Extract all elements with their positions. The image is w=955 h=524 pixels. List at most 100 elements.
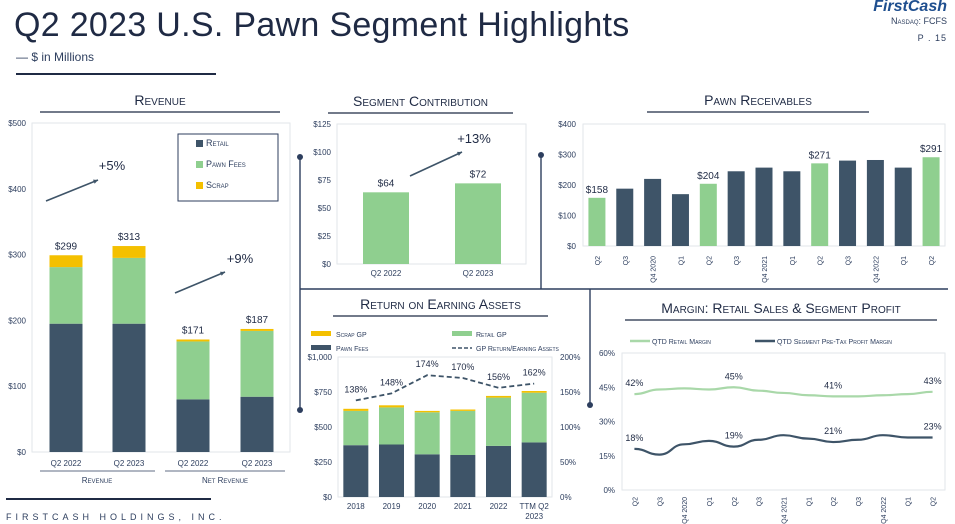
receivables-y-tick: $300 xyxy=(558,151,576,160)
margin-x-tick: Q3 xyxy=(856,497,863,506)
receivables-y-tick: $0 xyxy=(567,242,576,251)
net-revenue-growth-annotation: +9% xyxy=(227,251,254,266)
receivables-bar xyxy=(616,188,634,246)
receivables-bar xyxy=(727,171,745,246)
segment-title: Segment Contribution xyxy=(353,93,488,109)
receivables-x-tick: Q4 2021 xyxy=(762,256,769,283)
roea-y-tick: $750 xyxy=(314,388,332,397)
receivables-x-tick: Q3 xyxy=(846,256,853,265)
roea-legend-label: GP Return/Earning Assets xyxy=(476,346,560,353)
revenue-growth-arrow xyxy=(45,179,99,202)
revenue-y-tick: $0 xyxy=(17,448,26,457)
receivables-bar xyxy=(839,160,857,246)
receivables-bar xyxy=(783,171,801,246)
margin-point-label: 42% xyxy=(625,378,643,388)
receivables-bar-label: $204 xyxy=(697,171,720,182)
net-revenue-growth-arrow xyxy=(174,271,226,294)
roea-return-label: 162% xyxy=(523,368,546,378)
receivables-x-tick: Q2 xyxy=(595,256,602,265)
revenue-x-tick: Q2 2022 xyxy=(51,459,82,468)
roea-y2-tick: 150% xyxy=(560,388,580,397)
receivables-x-tick: Q1 xyxy=(790,256,797,265)
margin-point-label: 18% xyxy=(625,433,643,443)
page-number: P . 15 xyxy=(917,33,947,43)
receivables-bar xyxy=(644,178,662,246)
margin-x-tick: Q2 xyxy=(732,497,739,506)
receivables-bar xyxy=(866,159,884,246)
revenue-bar-total: $313 xyxy=(118,232,141,243)
margin-series-line xyxy=(634,434,933,456)
receivables-x-tick: Q4 2022 xyxy=(873,256,880,283)
roea-return-label: 138% xyxy=(344,384,367,394)
roea-x-tick: 2022 xyxy=(490,502,508,511)
segment-bar xyxy=(363,192,409,264)
receivables-bar-label: $271 xyxy=(809,150,832,161)
revenue-bar-total: $299 xyxy=(55,241,78,252)
roea-bar-segment xyxy=(414,410,440,413)
revenue-bar-segment xyxy=(49,255,83,268)
margin-y-tick: 45% xyxy=(599,383,615,392)
margin-y-tick: 30% xyxy=(599,418,615,427)
roea-x-tick: 2021 xyxy=(454,502,472,511)
roea-bar-segment xyxy=(450,410,476,455)
segment-y-tick: $0 xyxy=(322,260,331,269)
roea-bar-segment xyxy=(379,444,404,497)
segment-y-tick: $25 xyxy=(318,232,332,241)
roea-legend-label: Retail GP xyxy=(476,332,507,339)
margin-title: Margin: Retail Sales & Segment Profit xyxy=(661,300,901,316)
roea-legend-label: Scrap GP xyxy=(336,332,367,339)
revenue-growth-annotation: +5% xyxy=(99,158,126,173)
roea-y2-tick: 200% xyxy=(560,353,580,362)
margin-x-tick: Q1 xyxy=(707,497,714,506)
revenue-bar-segment xyxy=(112,323,146,452)
roea-x-tick: 2018 xyxy=(347,502,365,511)
revenue-x-tick: Q2 2022 xyxy=(178,459,209,468)
revenue-bar-segment xyxy=(176,341,210,400)
receivables-bar xyxy=(699,183,717,246)
roea-bar-segment xyxy=(521,392,547,443)
receivables-bar xyxy=(811,163,829,246)
receivables-bar-label: $158 xyxy=(586,185,609,196)
roea-return-line xyxy=(355,374,535,402)
margin-x-tick: Q2 xyxy=(831,497,838,506)
revenue-y-tick: $400 xyxy=(8,185,26,194)
revenue-y-tick: $500 xyxy=(8,119,26,128)
revenue-legend-label: Retail xyxy=(206,138,229,148)
margin-x-tick: Q1 xyxy=(906,497,913,506)
revenue-bar-segment xyxy=(49,267,83,324)
roea-x-tick: TTM Q2 xyxy=(519,502,549,511)
roea-bar-segment xyxy=(521,442,547,497)
roea-x-tick: 2023 xyxy=(525,512,543,521)
subtitle-rule xyxy=(16,73,216,75)
frame-dot xyxy=(587,402,593,408)
roea-return-label: 156% xyxy=(487,372,510,382)
margin-plot-area xyxy=(621,352,946,491)
roea-y2-tick: 50% xyxy=(560,458,576,467)
receivables-bar xyxy=(894,167,912,246)
receivables-x-tick: Q4 2020 xyxy=(651,256,658,283)
roea-bar-segment xyxy=(414,454,440,497)
revenue-title: Revenue xyxy=(134,92,186,108)
roea-bar-segment xyxy=(343,410,369,446)
roea-bar-segment xyxy=(486,445,511,497)
receivables-bar-label: $291 xyxy=(920,144,943,155)
roea-y-tick: $250 xyxy=(314,458,332,467)
revenue-plot-area xyxy=(31,122,291,453)
segment-bar-label: $72 xyxy=(470,169,487,180)
brand-logo: FirstCash xyxy=(873,0,947,15)
revenue-bar-segment xyxy=(240,330,274,397)
revenue-bar-total: $187 xyxy=(246,315,269,326)
roea-bar-segment xyxy=(414,412,440,455)
margin-point-label: 45% xyxy=(725,371,743,381)
segment-bar xyxy=(455,183,501,264)
roea-y2-tick: 100% xyxy=(560,423,580,432)
roea-bar-segment xyxy=(343,408,369,411)
margin-x-tick: Q2 xyxy=(931,497,938,506)
roea-plot-area xyxy=(337,356,553,498)
revenue-legend-label: Pawn Fees xyxy=(206,159,246,169)
roea-legend-swatch xyxy=(311,345,331,350)
margin-point-label: 23% xyxy=(924,421,942,431)
roea-bar-segment xyxy=(379,405,404,408)
roea-y-tick: $0 xyxy=(323,493,332,502)
